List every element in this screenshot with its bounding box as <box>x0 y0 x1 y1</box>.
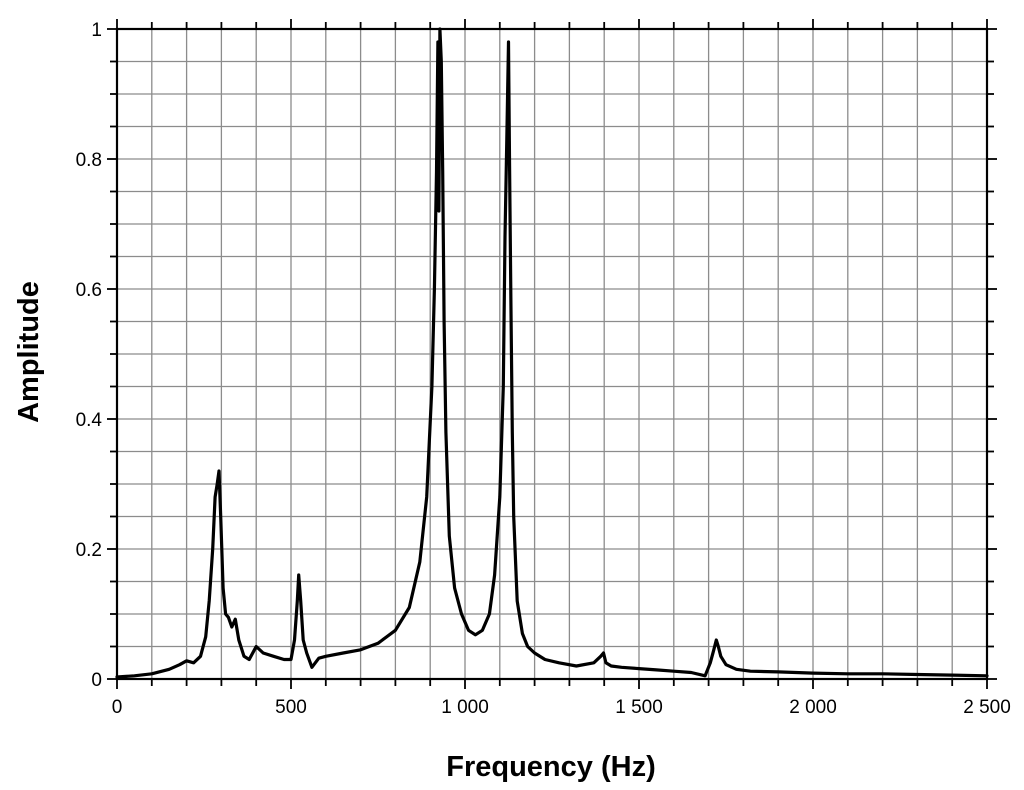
x-tick-label: 2 500 <box>963 697 1011 718</box>
x-tick-label: 2 000 <box>789 697 837 718</box>
tick-labels: 0 500 1 000 1 500 2 000 2 500 0 0.2 0.4 0.6 0.8 1 <box>76 20 1011 718</box>
x-tick-label: 500 <box>275 697 307 718</box>
plot-frame <box>115 27 989 681</box>
series-line <box>115 27 989 679</box>
x-axis-title: Frequency (Hz) <box>446 751 655 783</box>
series-layer <box>115 27 989 679</box>
x-tick-label: 1 000 <box>441 697 489 718</box>
y-tick-label: 1 <box>91 20 102 41</box>
grid <box>117 29 987 679</box>
x-tick-label: 1 500 <box>615 697 663 718</box>
y-tick-label: 0.6 <box>76 280 102 301</box>
y-tick-label: 0.2 <box>76 540 102 561</box>
y-axis-title: Amplitude <box>13 281 45 423</box>
x-tick-label: 0 <box>112 697 123 718</box>
y-tick-label: 0.8 <box>76 150 102 171</box>
axis-ticks <box>107 19 997 689</box>
y-tick-label: 0.4 <box>76 410 103 431</box>
y-tick-label: 0 <box>91 670 102 691</box>
